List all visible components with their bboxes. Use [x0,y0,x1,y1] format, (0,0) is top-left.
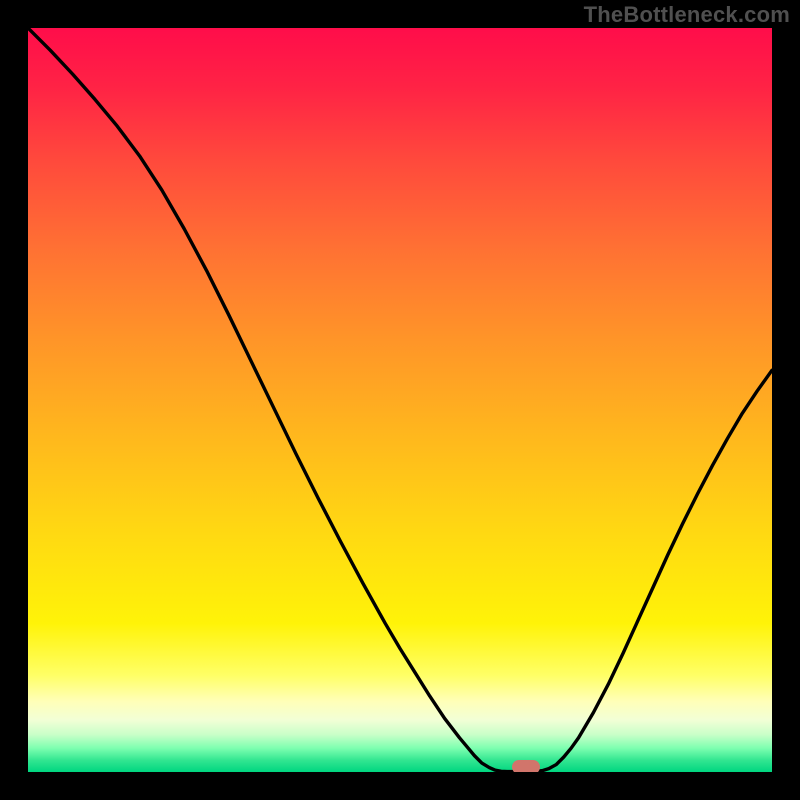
watermark-text: TheBottleneck.com [584,2,790,28]
plot-background [28,28,772,772]
plot-area [28,28,772,772]
optimal-point-marker [512,760,540,772]
plot-svg [28,28,772,772]
chart-frame: TheBottleneck.com [0,0,800,800]
